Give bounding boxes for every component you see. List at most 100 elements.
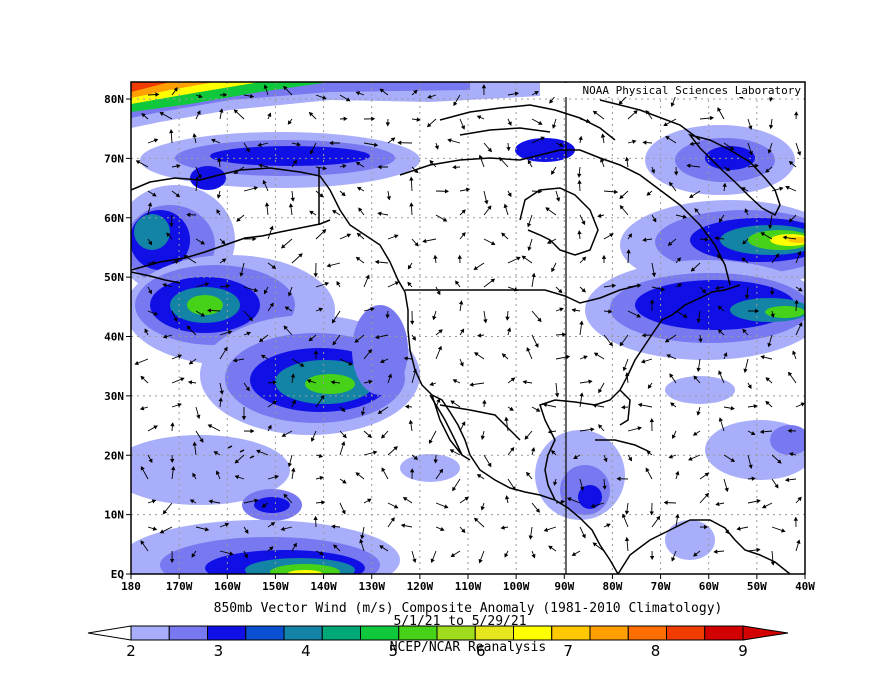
wind-vector-head — [522, 379, 527, 385]
wind-vector-head — [606, 523, 611, 528]
wind-vector-head — [768, 224, 773, 230]
wind-vector-head — [718, 218, 723, 223]
wind-vector-head — [409, 176, 414, 181]
wind-vector-head — [380, 359, 385, 363]
wind-vector-head — [670, 102, 675, 107]
wind-vector-head — [221, 258, 227, 263]
wind-vector-head — [703, 524, 709, 530]
wind-vector-head — [506, 327, 512, 332]
shade-trop-10n-core — [254, 497, 290, 513]
wind-vector-head — [756, 498, 761, 504]
wind-vector-head — [528, 535, 533, 540]
shade-mexico-spot — [400, 454, 460, 482]
wind-vector-head — [310, 437, 315, 442]
wind-vector-head — [155, 92, 160, 97]
wind-vector-head — [506, 146, 511, 152]
wind-vector-head — [262, 179, 267, 185]
wind-vector-head — [760, 355, 765, 360]
wind-vector-head — [457, 254, 462, 259]
wind-vector-head — [744, 208, 749, 213]
colorbar-label: 3 — [214, 642, 224, 660]
wind-vector-head — [409, 202, 414, 207]
lat-label: EQ — [111, 568, 125, 581]
wind-vector-head — [578, 135, 583, 141]
wind-vector-head — [140, 540, 145, 545]
wind-vector-head — [360, 534, 365, 540]
wind-vector-head — [354, 338, 359, 343]
wind-vector-head — [765, 400, 770, 406]
wind-vector-head — [477, 333, 482, 338]
coast-hudson-bay — [519, 187, 599, 256]
wind-vector-head — [650, 169, 656, 174]
wind-vector-head — [280, 244, 286, 249]
wind-vector-head — [233, 169, 239, 174]
coast-aleutians — [131, 271, 181, 284]
wind-vector-head — [173, 317, 178, 322]
wind-vector-head — [619, 341, 624, 347]
wind-vector-head — [308, 336, 314, 342]
wind-vector-head — [367, 498, 372, 503]
wind-vector-head — [713, 549, 718, 554]
wind-vector-head — [581, 288, 586, 293]
wind-vector-head — [579, 486, 585, 491]
wind-vector-head — [436, 290, 441, 296]
wind-vector-head — [633, 110, 638, 115]
wind-vector-head — [729, 146, 735, 151]
wind-vector-head — [748, 464, 753, 469]
wind-vector-head — [482, 399, 487, 404]
wind-vector-head — [461, 528, 466, 534]
wind-vector-head — [469, 382, 474, 387]
wind-vector-head — [225, 283, 231, 289]
wind-vector-head — [775, 253, 780, 258]
wind-vector-head — [140, 375, 145, 381]
wind-vector-head — [793, 516, 799, 521]
wind-vector-head — [531, 272, 536, 278]
lat-label: 60N — [104, 212, 124, 225]
wind-vector-head — [330, 380, 335, 385]
wind-vector-head — [326, 263, 331, 268]
wind-vector-head — [196, 414, 201, 420]
wind-vector-head — [223, 92, 228, 98]
lon-label: 90W — [554, 580, 574, 593]
wind-vector-head — [474, 352, 479, 357]
wind-vector-head — [696, 411, 701, 416]
wind-vector-head — [742, 328, 747, 334]
wind-vector-head — [649, 555, 655, 561]
wind-vector-head — [346, 233, 352, 238]
wind-vector-head — [287, 292, 293, 297]
wind-vector-head — [377, 164, 382, 170]
wind-vector-head — [426, 122, 432, 128]
lon-label: 140W — [310, 580, 337, 593]
wind-vector-head — [647, 384, 652, 389]
wind-vector-head — [321, 500, 326, 505]
wind-vector-head — [724, 487, 729, 493]
wind-vector-head — [505, 495, 510, 500]
wind-vector-head — [487, 147, 492, 153]
wind-vector-head — [579, 392, 584, 397]
shade-top-jet-red — [131, 82, 170, 92]
wind-vector-head — [135, 160, 141, 165]
wind-vector-head — [151, 499, 157, 504]
wind-vector-head — [280, 526, 285, 531]
wind-vector-head — [223, 346, 228, 352]
wind-vector-head — [473, 517, 479, 523]
wind-vector-head — [478, 558, 483, 564]
wind-vector-head — [583, 355, 588, 360]
wind-vector-head — [367, 348, 373, 354]
wind-vector-head — [598, 424, 603, 429]
wind-vector-head — [245, 386, 250, 392]
colorbar-swatch — [283, 625, 323, 641]
wind-vector-head — [551, 170, 556, 175]
wind-vector-head — [272, 380, 277, 385]
wind-vector-head — [704, 472, 710, 477]
wind-vector-head — [534, 343, 539, 348]
wind-vector-head — [481, 84, 487, 89]
wind-vector-head — [645, 109, 650, 115]
wind-vector-head — [249, 93, 255, 99]
wind-vector-head — [651, 272, 656, 277]
shade-arctic-band-core — [210, 146, 370, 166]
wind-vector-head — [234, 459, 240, 464]
wind-vector-head — [264, 202, 270, 207]
shade-greenland-core — [705, 146, 755, 170]
wind-vector-head — [173, 87, 178, 92]
